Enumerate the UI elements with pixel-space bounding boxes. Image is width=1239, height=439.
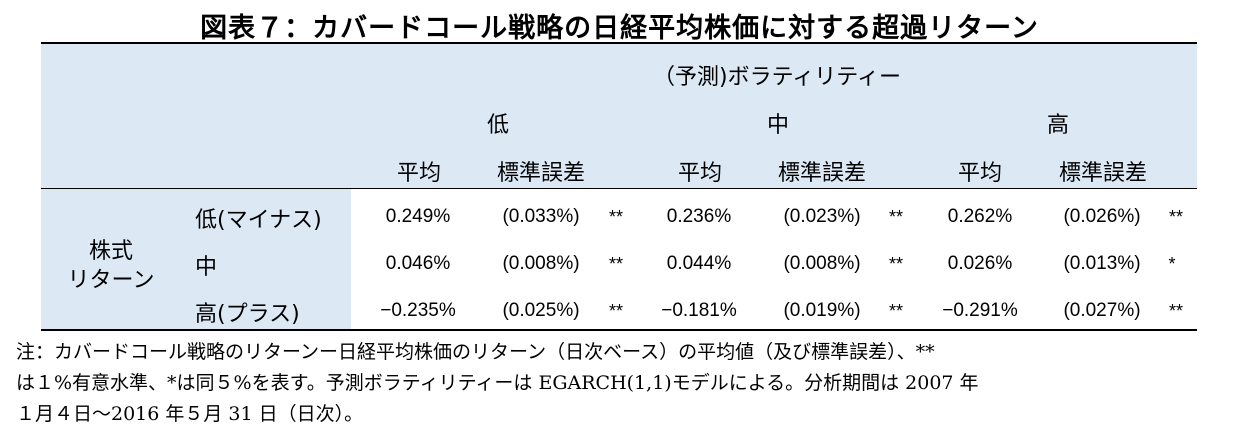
footnote-line: １月４日～2016 年５月 31 日（日次）。 — [16, 403, 364, 425]
cell-sig: ** — [888, 207, 904, 227]
col-se-high: 標準誤差 — [1058, 161, 1148, 186]
cell-se: (0.008%) — [783, 253, 861, 274]
level-low-header: 低 — [486, 113, 510, 138]
row-header-band — [41, 189, 351, 329]
cell-se: (0.013%) — [1063, 253, 1141, 274]
cell-mean: 0.044% — [666, 253, 732, 274]
cell-mean: 0.262% — [947, 206, 1013, 227]
level-mid-header: 中 — [766, 113, 790, 138]
cell-mean: 0.046% — [385, 253, 451, 274]
cell-mean: 0.236% — [666, 206, 732, 227]
col-se-mid: 標準誤差 — [777, 161, 867, 186]
row-label-high: 高(プラス) — [195, 302, 300, 327]
cell-mean: 0.026% — [947, 253, 1013, 274]
cell-mean: −0.181% — [661, 300, 737, 321]
page-title: 図表７：カバードコール戦略の日経平均株価に対する超過リターン — [200, 13, 1039, 44]
cell-sig: * — [1168, 254, 1176, 274]
cell-se: (0.026%) — [1063, 206, 1141, 227]
row-group-line1: 株式 — [88, 239, 134, 264]
cell-mean: 0.249% — [385, 206, 451, 227]
cell-mean: −0.235% — [380, 300, 456, 321]
cell-sig: ** — [1168, 207, 1184, 227]
cell-se: (0.033%) — [502, 206, 580, 227]
level-high-header: 高 — [1046, 113, 1070, 138]
cell-sig: ** — [608, 207, 624, 227]
col-mean-low: 平均 — [396, 161, 442, 186]
cell-sig: ** — [608, 254, 624, 274]
cell-sig: ** — [1168, 301, 1184, 321]
footnote-line: は１%有意水準、*は同５%を表す。予測ボラティリティーは EGARCH(1,1)… — [16, 372, 979, 394]
cell-se: (0.019%) — [783, 300, 861, 321]
results-table: （予測)ボラティリティー 低 中 高 平均 標準誤差 平均 標準誤差 平均 標準… — [41, 42, 1197, 331]
col-se-low: 標準誤差 — [496, 161, 586, 186]
row-label-low: 低(マイナス) — [195, 208, 322, 233]
table-header — [41, 44, 1197, 189]
cell-se: (0.023%) — [783, 206, 861, 227]
cell-sig: ** — [608, 301, 624, 321]
col-mean-high: 平均 — [957, 161, 1003, 186]
cell-sig: ** — [888, 254, 904, 274]
volatility-group-header: （予測)ボラティリティー — [653, 65, 901, 90]
footnote-line: 注：カバードコール戦略のリターンー日経平均株価のリターン（日次ベース）の平均値（… — [16, 341, 935, 363]
footnote: 注：カバードコール戦略のリターンー日経平均株価のリターン（日次ベース）の平均値（… — [16, 337, 1226, 430]
cell-se: (0.008%) — [502, 253, 580, 274]
cell-se: (0.025%) — [502, 300, 580, 321]
row-group-line2: リターン — [67, 268, 155, 293]
row-label-mid: 中 — [195, 255, 218, 280]
cell-mean: −0.291% — [942, 300, 1018, 321]
cell-sig: ** — [888, 301, 904, 321]
col-mean-mid: 平均 — [677, 161, 723, 186]
cell-se: (0.027%) — [1063, 300, 1141, 321]
